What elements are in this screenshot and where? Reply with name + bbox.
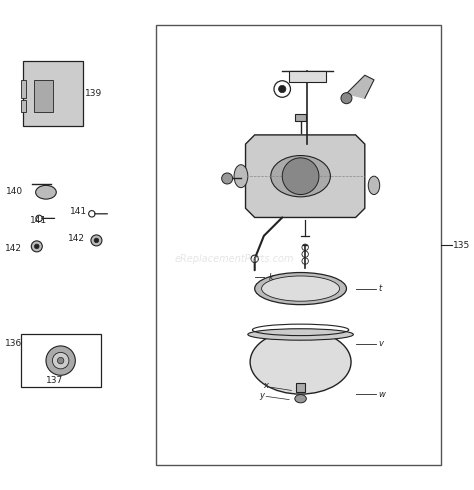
Bar	[289, 71, 326, 82]
Text: 142: 142	[5, 244, 22, 253]
Ellipse shape	[255, 272, 346, 305]
Circle shape	[57, 357, 64, 364]
Text: t: t	[379, 284, 382, 293]
Text: eReplacementParts.com: eReplacementParts.com	[174, 254, 294, 264]
Text: w: w	[379, 390, 385, 398]
Ellipse shape	[36, 185, 56, 199]
Ellipse shape	[271, 155, 330, 197]
Text: 137: 137	[46, 376, 63, 385]
Text: 141: 141	[70, 207, 87, 216]
Text: 135: 135	[453, 241, 471, 249]
Circle shape	[35, 244, 39, 248]
Polygon shape	[346, 75, 374, 98]
Bar	[156, 25, 440, 465]
Ellipse shape	[295, 394, 306, 403]
Bar	[296, 383, 305, 392]
Ellipse shape	[234, 165, 248, 188]
Ellipse shape	[250, 330, 351, 394]
Bar	[35, 80, 53, 112]
Circle shape	[222, 173, 233, 184]
Circle shape	[46, 346, 75, 375]
Bar	[21, 80, 26, 98]
Circle shape	[279, 85, 286, 93]
Circle shape	[53, 352, 69, 369]
FancyBboxPatch shape	[21, 335, 101, 387]
Text: 136: 136	[5, 339, 22, 348]
Circle shape	[91, 235, 102, 246]
Ellipse shape	[248, 329, 353, 340]
Text: k: k	[268, 272, 273, 282]
Text: 142: 142	[68, 234, 85, 243]
Polygon shape	[246, 135, 365, 218]
Text: 141: 141	[30, 216, 47, 225]
Text: v: v	[379, 339, 383, 348]
Ellipse shape	[262, 276, 339, 301]
Circle shape	[341, 93, 352, 104]
Bar	[295, 114, 306, 121]
Bar	[23, 61, 82, 126]
Bar	[21, 100, 26, 112]
Circle shape	[94, 238, 99, 243]
Circle shape	[282, 158, 319, 195]
Text: y: y	[259, 391, 264, 400]
Circle shape	[31, 241, 42, 252]
Ellipse shape	[368, 176, 380, 195]
Text: x: x	[264, 381, 268, 391]
Text: 139: 139	[85, 89, 102, 98]
Text: 140: 140	[6, 187, 23, 196]
